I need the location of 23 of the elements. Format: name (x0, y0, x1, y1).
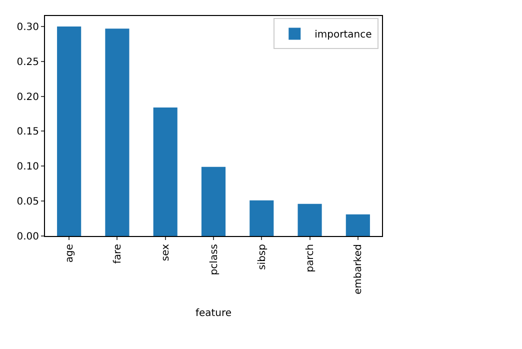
x-axis-title: feature (195, 308, 232, 319)
y-tick-label: 0.05 (16, 196, 39, 208)
bar (250, 200, 274, 236)
y-tick-label: 0.00 (16, 232, 39, 242)
bar (201, 166, 226, 236)
x-tick-label: age (64, 244, 76, 263)
bar (153, 107, 178, 236)
y-tick-label: 0.30 (16, 22, 39, 33)
x-tick-label: parch (305, 244, 316, 272)
y-tick-label: 0.25 (16, 56, 39, 68)
x-tick-label: pclass (208, 244, 220, 276)
bar (57, 26, 82, 236)
bar (105, 28, 130, 236)
bar (346, 214, 370, 236)
x-tick-label: fare (112, 244, 124, 264)
bar (298, 204, 322, 236)
x-tick-label: embarked (353, 244, 364, 294)
y-tick-label: 0.15 (16, 126, 39, 138)
x-tick-label: sibsp (256, 244, 268, 270)
legend-label: importance (314, 30, 372, 41)
x-tick-label: sex (160, 244, 172, 262)
y-tick-label: 0.10 (16, 162, 39, 173)
y-tick-label: 0.20 (16, 92, 39, 103)
